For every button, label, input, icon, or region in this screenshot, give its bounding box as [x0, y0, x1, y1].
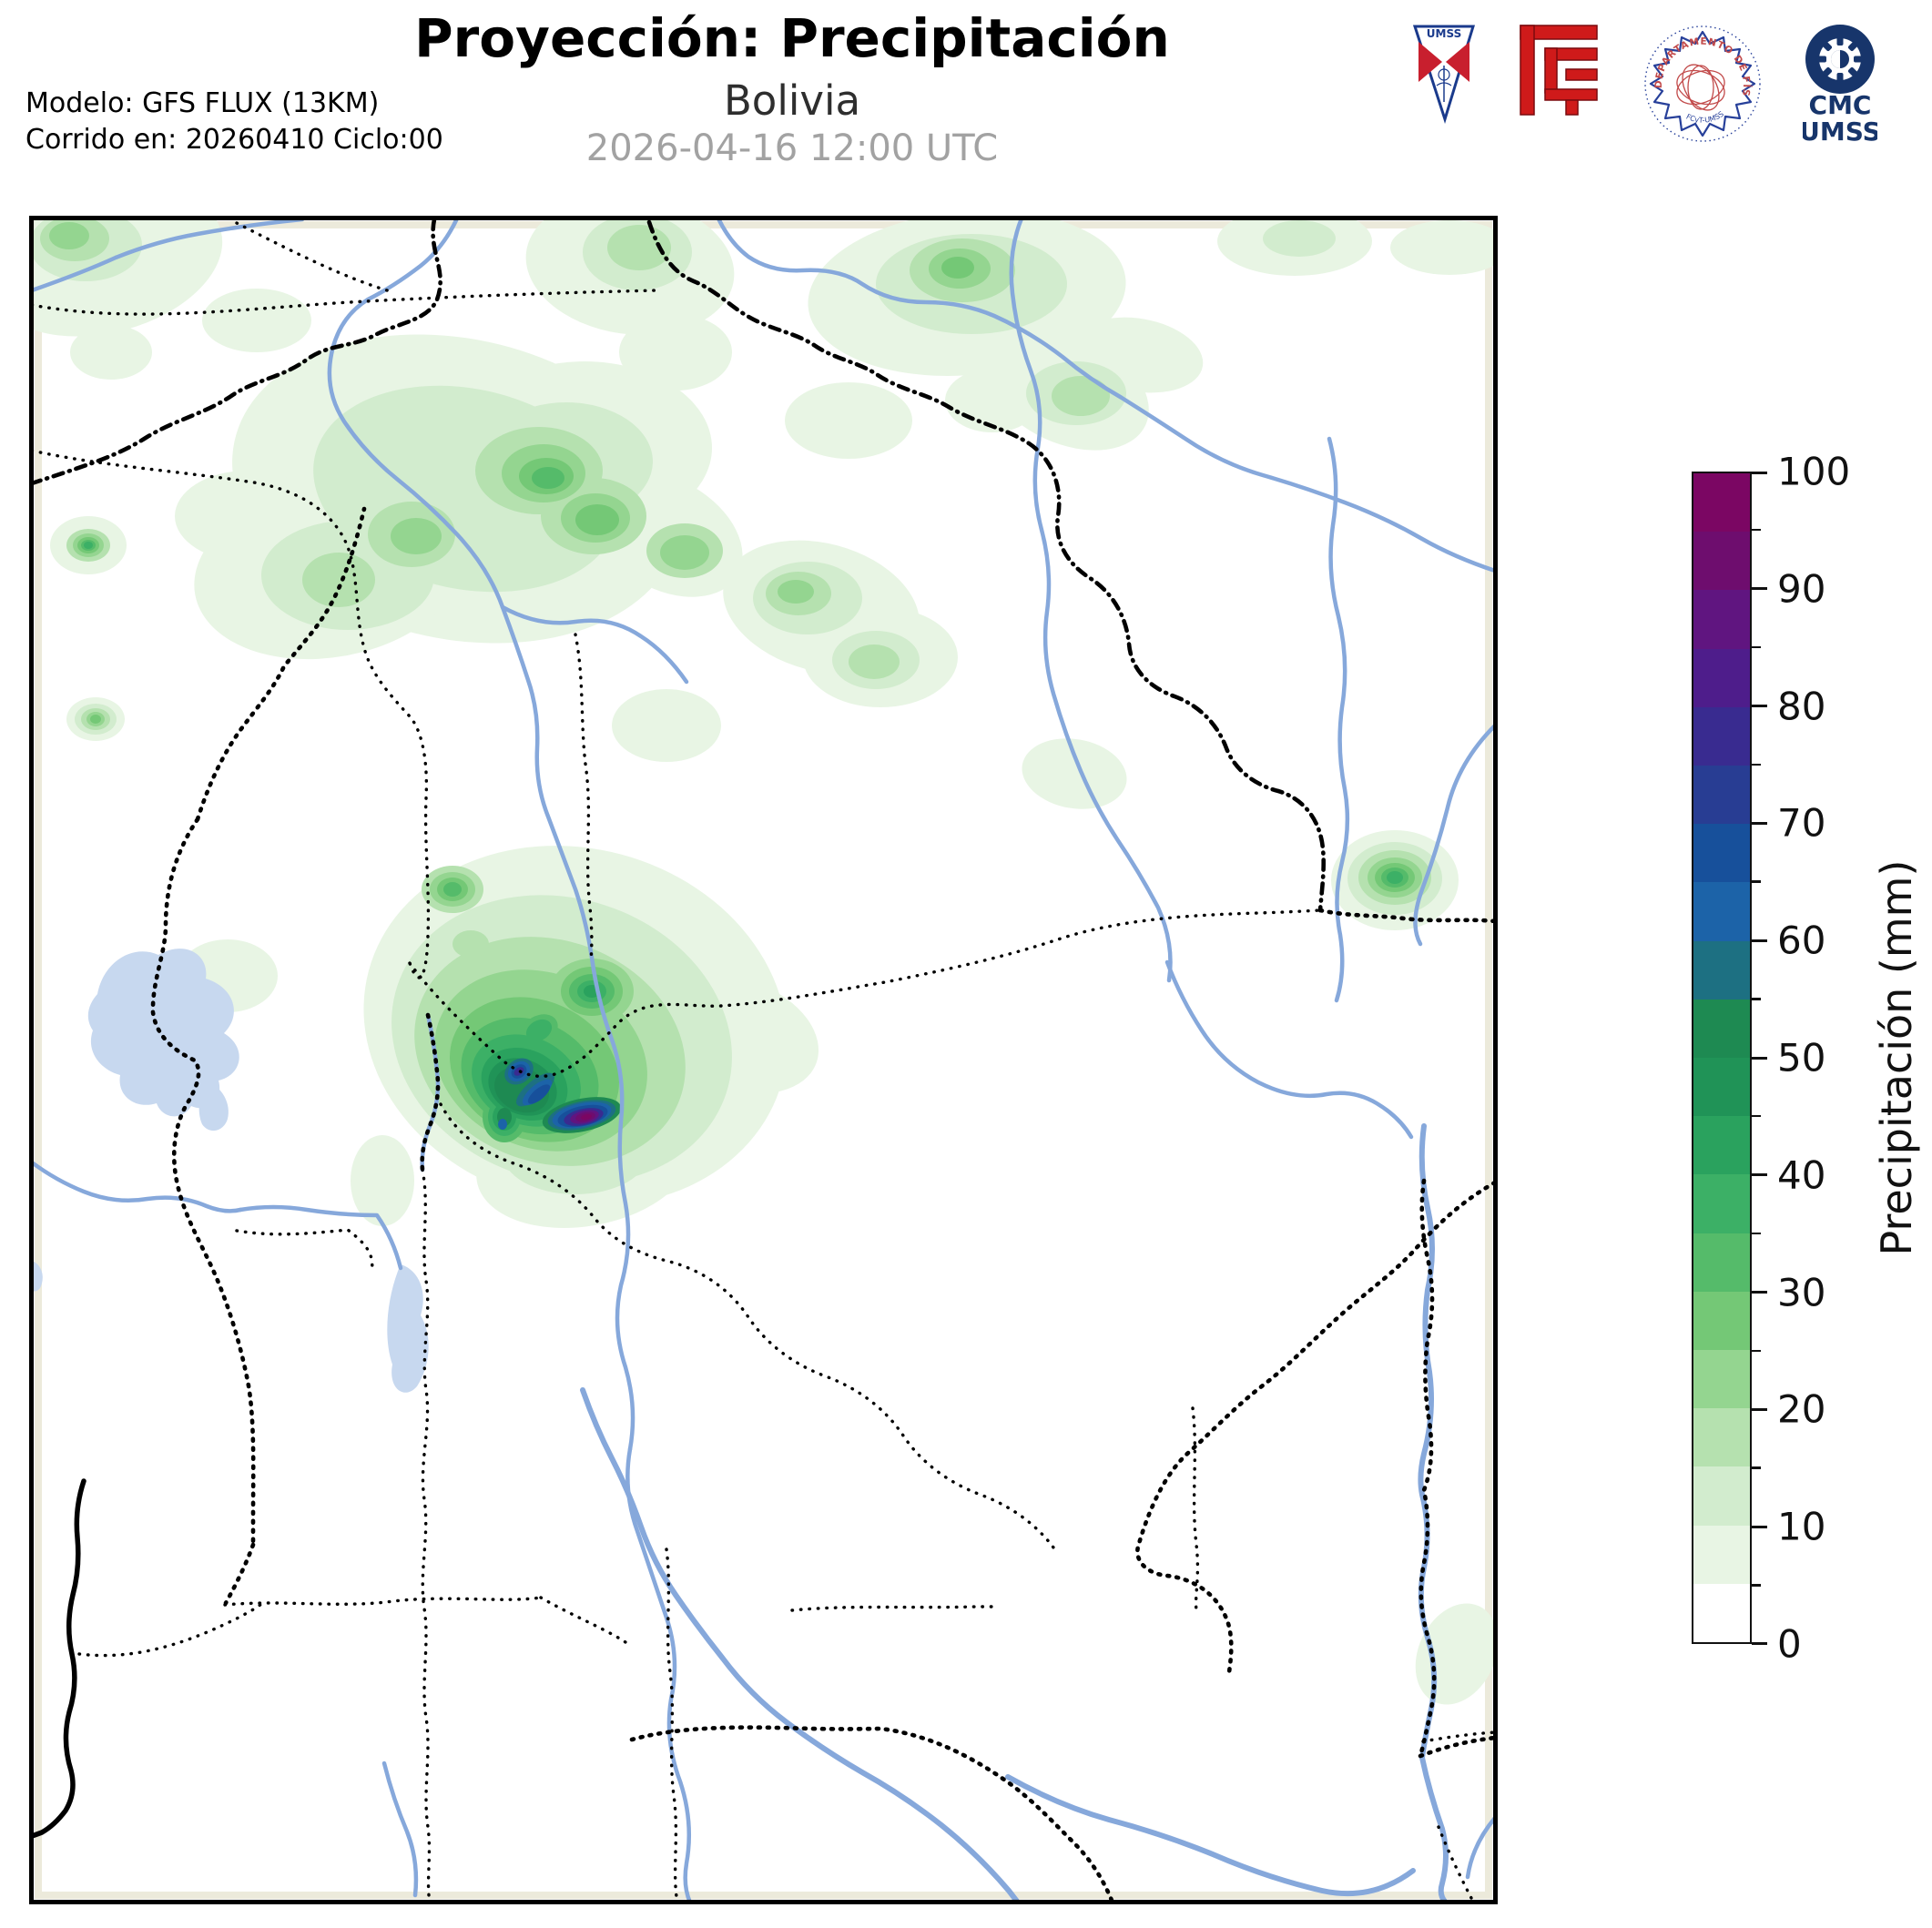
lake-poopo: [387, 1264, 429, 1393]
colorbar-tick-label: 60: [1777, 918, 1826, 963]
colorbar-segment: [1693, 706, 1750, 766]
colorbar-minor-tick: [1752, 1584, 1761, 1587]
colorbar-minor-tick: [1752, 1114, 1761, 1118]
colorbar-minor-tick: [1752, 528, 1761, 532]
colorbar-major-tick: [1752, 1056, 1767, 1060]
lakes: [29, 949, 429, 1393]
cmc-umss-logo: CMC UMSS: [1803, 22, 1877, 144]
colorbar-tick-label: 90: [1777, 566, 1826, 612]
colorbar-major-tick: [1752, 821, 1767, 825]
bolivia-precipitation-map: [29, 216, 1498, 1904]
colorbar-minor-tick: [1752, 1349, 1761, 1352]
valid-datetime: 2026-04-16 12:00 UTC: [585, 127, 999, 169]
colorbar-major-tick: [1752, 705, 1767, 708]
physics-dept-seal-icon: DEPARTAMENTO DE FÍSICA FCyT-UMSS: [1641, 22, 1761, 142]
colorbar-minor-tick: [1752, 880, 1761, 883]
colorbar-segment: [1693, 1058, 1750, 1117]
colorbar-major-tick: [1752, 1525, 1767, 1528]
colorbar-segment: [1693, 1233, 1750, 1292]
colorbar: [1692, 472, 1752, 1644]
model-line: Modelo: GFS FLUX (13KM): [25, 87, 380, 119]
fcyt-red-mark-icon: [1520, 25, 1598, 116]
colorbar-segment: [1693, 1525, 1750, 1584]
colorbar-segment: [1693, 1174, 1750, 1233]
colorbar-major-tick: [1752, 1407, 1767, 1411]
rivers: [29, 216, 1498, 1904]
colorbar-minor-tick: [1752, 1466, 1761, 1469]
colorbar-major-tick: [1752, 1291, 1767, 1294]
colorbar-minor-tick: [1752, 645, 1761, 649]
colorbar-tick-label: 0: [1777, 1621, 1802, 1667]
svg-text:UMSS: UMSS: [1803, 117, 1877, 144]
precipitation-contours: [29, 216, 1498, 1705]
run-line: Corrido en: 20260410 Ciclo:00: [25, 124, 443, 156]
colorbar-segment: [1693, 1583, 1750, 1643]
umss-pennant-icon: UMSS: [1412, 25, 1476, 124]
model-info: Modelo: GFS FLUX (13KM) Corrido en: 2026…: [25, 86, 443, 158]
colorbar-segment: [1693, 1116, 1750, 1175]
colorbar-segment: [1693, 824, 1750, 883]
colorbar-ticks: [1752, 472, 1779, 1645]
colorbar-segment: [1693, 473, 1750, 533]
international-borders: [29, 217, 1498, 1904]
colorbar-segment: [1693, 882, 1750, 941]
lake-titicaca: [87, 949, 239, 1117]
colorbar-minor-tick: [1752, 1232, 1761, 1235]
fcyt-logo: [1515, 22, 1602, 118]
colorbar-tick-label: 80: [1777, 684, 1826, 729]
logo-strip: UMSS: [1411, 22, 1877, 146]
colorbar-tick-label: 30: [1777, 1270, 1826, 1315]
colorbar-minor-tick: [1752, 763, 1761, 766]
svg-text:UMSS: UMSS: [1427, 27, 1461, 40]
map-canvas: [29, 216, 1498, 1904]
colorbar-segment: [1693, 1466, 1750, 1526]
physics-dept-seal: DEPARTAMENTO DE FÍSICA FCyT-UMSS: [1641, 22, 1764, 146]
colorbar-major-tick: [1752, 939, 1767, 942]
map-frame: [29, 216, 1498, 1904]
svg-text:CMC: CMC: [1809, 90, 1872, 120]
colorbar-tick-label: 50: [1777, 1035, 1826, 1081]
colorbar-tick-label: 10: [1777, 1504, 1826, 1549]
colorbar-major-tick: [1752, 472, 1767, 474]
colorbar-minor-tick: [1752, 998, 1761, 1000]
colorbar-segment: [1693, 532, 1750, 591]
region-subtitle: Bolivia: [723, 76, 861, 125]
colorbar-tick-labels: 0 10 20 30 40 50 60 70 80 90 100: [1777, 450, 1886, 1667]
coastline: [29, 1478, 86, 1839]
colorbar-segment: [1693, 1408, 1750, 1467]
colorbar-tick-label: 100: [1777, 449, 1851, 494]
colorbar-segment: [1693, 999, 1750, 1059]
umss-pennant-logo: UMSS: [1411, 22, 1477, 124]
colorbar-segment: [1693, 648, 1750, 707]
colorbar-major-tick: [1752, 1642, 1767, 1645]
colorbar-major-tick: [1752, 587, 1767, 591]
colorbar-tick-label: 20: [1777, 1386, 1826, 1432]
colorbar-segment: [1693, 1350, 1750, 1409]
colorbar-segment: [1693, 940, 1750, 1000]
colorbar-tick-label: 70: [1777, 800, 1826, 846]
page-title: Proyección: Precipitación: [414, 7, 1170, 69]
colorbar-segment: [1693, 1291, 1750, 1351]
lake-titicaca-tail: [198, 1081, 229, 1131]
colorbar-axis-label: Precipitación (mm): [1872, 859, 1921, 1256]
colorbar-segment: [1693, 766, 1750, 825]
cmc-gear-icon: CMC UMSS: [1803, 25, 1877, 144]
map-inner-margin: [35, 221, 1492, 1899]
colorbar-tick-label: 40: [1777, 1152, 1826, 1198]
colorbar-segment: [1693, 590, 1750, 649]
department-borders: [30, 221, 1497, 1904]
colorbar-major-tick: [1752, 1173, 1767, 1177]
